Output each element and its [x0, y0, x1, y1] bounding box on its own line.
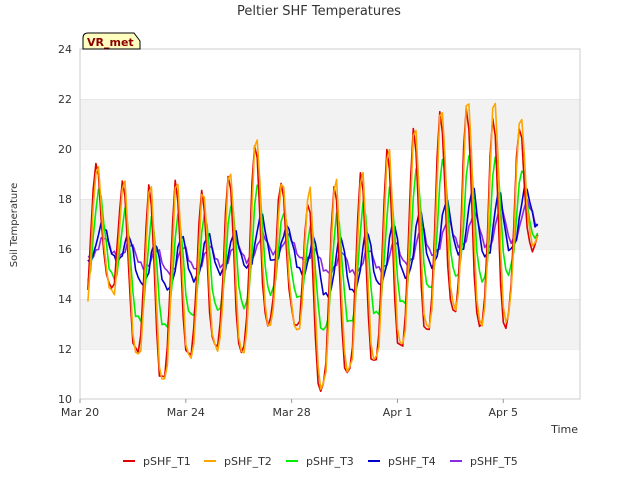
legend-label: pSHF_T1 — [143, 455, 191, 468]
x-tick-label: Mar 28 — [273, 406, 311, 419]
legend-label: pSHF_T4 — [388, 455, 436, 468]
x-axis-ticks: Mar 20 Mar 24 Mar 28 Apr 1 Apr 5 — [61, 399, 518, 419]
grid-band — [80, 49, 580, 99]
legend-item-pshf_t4: pSHF_T4 — [368, 455, 436, 468]
x-tick-label: Apr 5 — [489, 406, 519, 419]
y-tick-label: 22 — [58, 93, 72, 106]
y-tick-label: 20 — [58, 143, 72, 156]
plot-frame — [79, 48, 581, 400]
legend-item-pshf_t5: pSHF_T5 — [450, 455, 518, 468]
y-axis-label: Soil Temperature — [9, 183, 20, 268]
chart-title: Peltier SHF Temperatures — [237, 4, 401, 19]
vr-met-badge: VR_met — [82, 32, 141, 50]
y-tick-label: 14 — [58, 293, 72, 306]
y-tick-label: 16 — [58, 243, 72, 256]
x-axis-label: Time — [550, 423, 578, 436]
legend-item-pshf_t2: pSHF_T2 — [204, 455, 272, 468]
x-tick-label: Apr 1 — [383, 406, 413, 419]
y-tick-label: 18 — [58, 193, 72, 206]
y-axis-ticks: 10 12 14 16 18 20 22 24 — [58, 43, 72, 406]
series-line-pshf_t2 — [87, 102, 539, 391]
series-lines — [87, 102, 539, 393]
legend-label: pSHF_T2 — [224, 455, 272, 468]
x-tick-label: Mar 20 — [61, 406, 99, 419]
grid-band — [80, 99, 580, 149]
grid-band — [80, 349, 580, 399]
y-tick-label: 12 — [58, 343, 72, 356]
legend-item-pshf_t3: pSHF_T3 — [286, 455, 354, 468]
legend: pSHF_T1 pSHF_T2 pSHF_T3 pSHF_T4 pSHF_T5 — [123, 455, 518, 468]
legend-item-pshf_t1: pSHF_T1 — [123, 455, 191, 468]
legend-label: pSHF_T5 — [470, 455, 518, 468]
y-tick-label: 24 — [58, 43, 72, 56]
legend-label: pSHF_T3 — [306, 455, 354, 468]
grid-band — [80, 199, 580, 249]
y-tick-label: 10 — [58, 393, 72, 406]
x-tick-label: Mar 24 — [167, 406, 205, 419]
badge-text: VR_met — [87, 36, 134, 49]
grid-band — [80, 149, 580, 199]
